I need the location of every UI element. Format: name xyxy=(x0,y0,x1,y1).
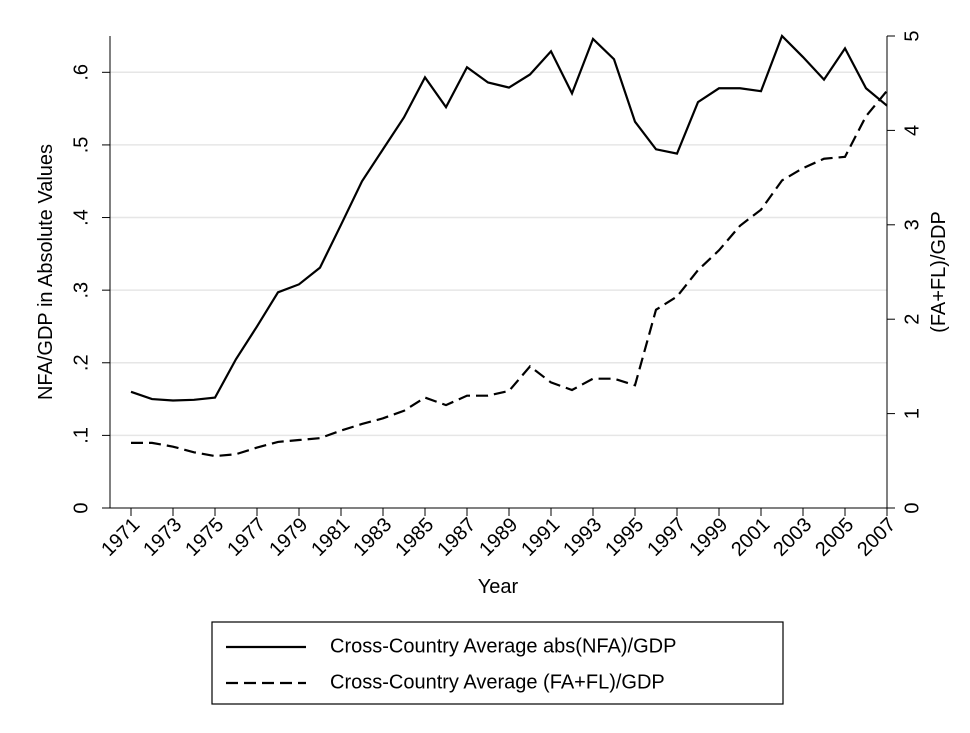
y-tick-label: .2 xyxy=(70,354,92,371)
y2-tick-label: 4 xyxy=(901,125,923,136)
x-tick-label: 2005 xyxy=(811,514,858,561)
x-tick-label: 1975 xyxy=(181,514,228,561)
x-tick-label: 1993 xyxy=(559,514,606,561)
x-tick-label: 1977 xyxy=(223,514,270,561)
x-tick-label: 2001 xyxy=(727,514,774,561)
y2-tick-label: 2 xyxy=(901,314,923,325)
y-tick-label: .4 xyxy=(70,209,92,226)
y2-axis-title: (FA+FL)/GDP xyxy=(928,211,950,333)
y2-tick-label: 0 xyxy=(901,502,923,513)
x-tick-label: 1973 xyxy=(139,514,186,561)
y-axis-title: NFA/GDP in Absolute Values xyxy=(35,144,57,400)
x-tick-label: 1971 xyxy=(97,514,144,561)
y-tick-label: .5 xyxy=(70,137,92,154)
x-tick-label: 1983 xyxy=(349,514,396,561)
y2-tick-label: 1 xyxy=(901,408,923,419)
x-tick-label: 1991 xyxy=(517,514,564,561)
x-tick-label: 1979 xyxy=(265,514,312,561)
legend-label: Cross-Country Average (FA+FL)/GDP xyxy=(330,671,665,693)
x-tick-label: 1999 xyxy=(685,514,732,561)
y-tick-label: .6 xyxy=(70,64,92,81)
x-tick-label: 1981 xyxy=(307,514,354,561)
x-tick-label: 2003 xyxy=(769,514,816,561)
x-tick-label: 1997 xyxy=(643,514,690,561)
legend-box xyxy=(211,621,784,705)
y-tick-label: .1 xyxy=(70,427,92,444)
y-tick-label: 0 xyxy=(70,502,92,513)
x-tick-label: 1989 xyxy=(475,514,522,561)
data-line xyxy=(130,34,888,402)
x-tick-label: 1985 xyxy=(391,514,438,561)
legend-label: Cross-Country Average abs(NFA)/GDP xyxy=(330,635,676,657)
data-line xyxy=(131,90,888,458)
y-tick-label: .3 xyxy=(70,282,92,299)
y2-tick-label: 3 xyxy=(901,219,923,230)
y2-tick-label: 5 xyxy=(901,30,923,41)
x-tick-label: 1995 xyxy=(601,514,648,561)
x-axis-title: Year xyxy=(478,576,519,598)
x-tick-label: 1987 xyxy=(433,514,480,561)
x-tick-label: 2007 xyxy=(853,514,900,561)
